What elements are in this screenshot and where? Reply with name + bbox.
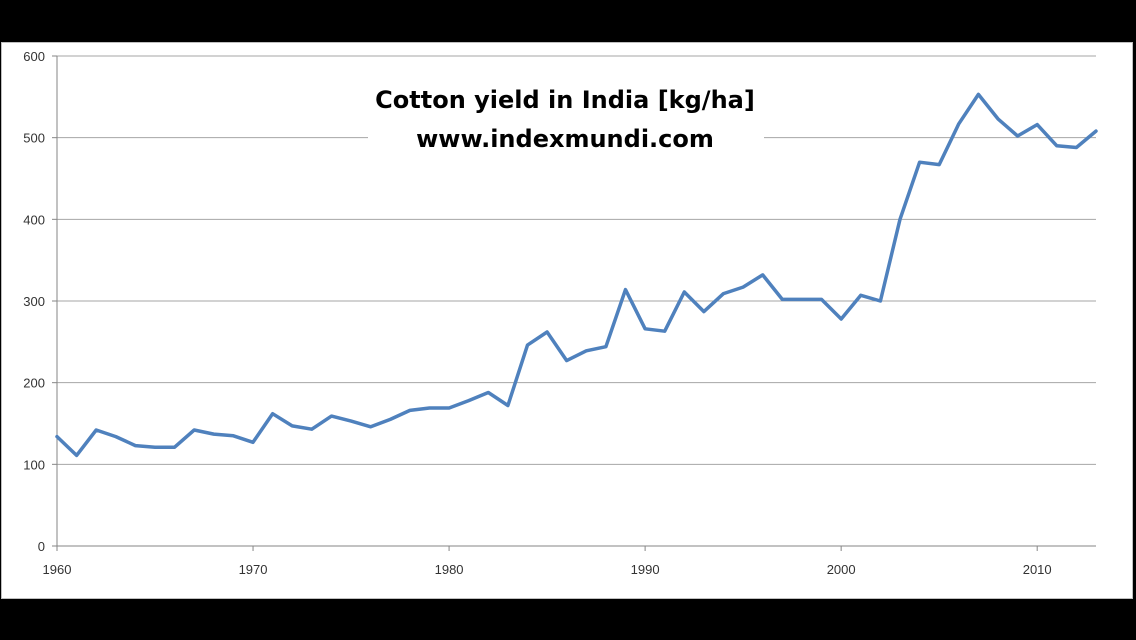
series-group: [55, 92, 1098, 458]
y-tick-label: 200: [23, 376, 45, 391]
x-tick-label: 2010: [1023, 562, 1052, 577]
title-background: [368, 78, 764, 162]
x-tick-label: 1970: [239, 562, 268, 577]
chart-subtitle: www.indexmundi.com: [416, 125, 714, 153]
y-tick-label: 500: [23, 131, 45, 146]
tick-labels: 0 100 200 300 400 500 600 1960 1970 1980 1990 2000 2…: [23, 49, 1051, 577]
axes: [52, 55, 1096, 551]
x-tick-label: 2000: [827, 562, 856, 577]
y-tick-label: 400: [23, 212, 45, 227]
x-tick-label: 1960: [43, 562, 72, 577]
x-tick-label: 1990: [631, 562, 660, 577]
series-line: [55, 92, 1098, 458]
y-tick-label: 300: [23, 294, 45, 309]
y-tick-label: 100: [23, 457, 45, 472]
y-tick-label: 0: [38, 539, 45, 554]
x-tick-label: 1980: [435, 562, 464, 577]
chart-title-block: Cotton yield in India [kg/ha] www.indexm…: [368, 78, 764, 162]
chart-title: Cotton yield in India [kg/ha]: [375, 86, 755, 114]
y-tick-label: 600: [23, 49, 45, 64]
